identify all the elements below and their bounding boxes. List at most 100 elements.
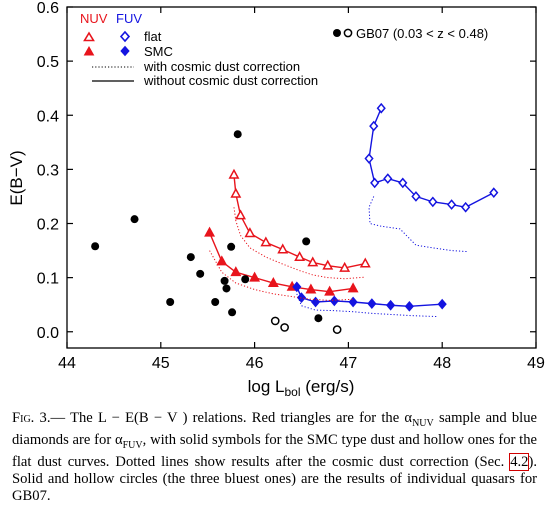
data-point-circle bbox=[166, 297, 175, 306]
legend-dotted-label: with cosmic dust correction bbox=[143, 59, 300, 74]
data-point-circle bbox=[302, 237, 311, 246]
data-point-triangle bbox=[347, 282, 359, 293]
x-tick-label: 48 bbox=[433, 355, 451, 372]
data-point-diamond bbox=[348, 296, 358, 308]
data-point-triangle bbox=[249, 271, 261, 282]
x-tick-label: 47 bbox=[340, 355, 358, 372]
data-point-circle bbox=[130, 215, 139, 224]
x-tick-label: 49 bbox=[527, 355, 545, 372]
series-line-dotted bbox=[368, 196, 469, 253]
series-fuv-flat-corrected bbox=[368, 196, 469, 253]
x-tick-label: 45 bbox=[152, 355, 170, 372]
series-fuv-smc bbox=[292, 281, 447, 312]
caption-lead: Fig. 3. bbox=[12, 410, 51, 426]
data-point-diamond bbox=[369, 120, 379, 132]
x-axis-label-main: log L bbox=[248, 377, 285, 396]
x-tick-label: 44 bbox=[58, 355, 76, 372]
caption-sub-nuv: NUV bbox=[412, 417, 434, 429]
data-point-circle bbox=[220, 276, 229, 285]
y-tick-label: 0.6 bbox=[37, 0, 59, 17]
caption-section-ref[interactable]: 4.2 bbox=[509, 452, 530, 471]
data-point-triangle bbox=[204, 226, 216, 237]
series-fuv-smc-corrected bbox=[296, 293, 438, 318]
y-tick-label: 0.1 bbox=[37, 271, 59, 288]
data-point-circle bbox=[332, 325, 342, 334]
series-gb07 bbox=[91, 130, 323, 323]
y-tick-label: 0.4 bbox=[37, 108, 59, 125]
data-point-circle bbox=[314, 314, 323, 323]
data-point-triangle bbox=[294, 251, 306, 262]
data-point-circle bbox=[270, 316, 280, 326]
legend-gb07-open-marker bbox=[343, 28, 353, 38]
data-point-diamond bbox=[386, 299, 396, 311]
y-tick-label: 0.0 bbox=[37, 325, 59, 342]
data-point-circle bbox=[211, 297, 220, 306]
legend-nuv-smc-marker bbox=[83, 45, 95, 56]
data-point-diamond bbox=[398, 177, 408, 189]
data-point-diamond bbox=[383, 173, 393, 184]
caption-part2: sample and blue diamonds are for α bbox=[12, 410, 538, 448]
data-point-diamond bbox=[411, 191, 421, 202]
series-line-dotted bbox=[296, 293, 438, 318]
data-point-diamond bbox=[364, 153, 374, 164]
legend-fuv-smc-marker bbox=[120, 45, 130, 57]
y-tick-label: 0.5 bbox=[37, 54, 59, 71]
legend-flat-label: flat bbox=[144, 29, 162, 44]
legend-fuv-header: FUV bbox=[116, 11, 142, 26]
chart: 44 45 46 47 48 49 0.0 0.1 0.2 0.3 0.4 0.5 0.6 NUV FU… bbox=[7, 0, 545, 399]
legend-nuv-flat-marker bbox=[83, 31, 95, 42]
data-point-circle bbox=[233, 130, 242, 139]
data-point-diamond bbox=[367, 298, 377, 309]
data-point-triangle bbox=[230, 187, 242, 198]
series-gb07-bluest bbox=[270, 316, 342, 334]
y-axis-label: E(B−V) bbox=[7, 150, 26, 205]
series-fuv-flat bbox=[364, 102, 499, 213]
y-tick-label: 0.3 bbox=[37, 162, 59, 179]
series-line-solid bbox=[208, 232, 354, 293]
data-point-triangle bbox=[216, 255, 228, 266]
data-point-triangle bbox=[339, 261, 351, 272]
data-point-diamond bbox=[376, 102, 386, 114]
series-line-solid bbox=[368, 107, 495, 209]
x-axis-label: log Lbol (erg/s) bbox=[248, 377, 355, 399]
figure-caption: Fig. 3.— The L − E(B − V ) relations. Re… bbox=[12, 410, 537, 505]
data-point-circle bbox=[91, 242, 100, 251]
caption-part1: — The L − E(B − V ) relations. Red trian… bbox=[50, 410, 413, 426]
data-point-diamond bbox=[329, 295, 339, 307]
caption-sub-fuv: FUV bbox=[122, 439, 143, 451]
data-point-triangle bbox=[260, 236, 272, 247]
series-nuv-smc-corrected bbox=[209, 250, 354, 301]
data-point-circle bbox=[196, 269, 205, 278]
data-point-diamond bbox=[404, 300, 414, 312]
data-point-triangle bbox=[267, 276, 279, 287]
plot-frame bbox=[66, 6, 537, 349]
legend: NUV FUV flat SMC with cosmic dust correc… bbox=[80, 11, 488, 88]
data-point-triangle bbox=[230, 266, 242, 277]
data-point-triangle bbox=[307, 256, 319, 267]
x-axis-label-sub: bol bbox=[285, 385, 301, 399]
series-nuv-flat bbox=[228, 168, 371, 272]
data-point-diamond bbox=[296, 292, 307, 304]
series-line-dotted bbox=[209, 250, 354, 301]
data-point-circle bbox=[227, 242, 236, 251]
x-tick-label: 46 bbox=[246, 355, 264, 372]
legend-gb07-filled-marker bbox=[333, 29, 341, 37]
data-point-diamond bbox=[461, 201, 471, 213]
data-point-triangle bbox=[324, 285, 336, 296]
data-point-triangle bbox=[244, 227, 256, 238]
caption-part3: , with solid symbols for the SMC type du… bbox=[12, 431, 537, 470]
data-point-diamond bbox=[310, 296, 321, 308]
legend-nuv-header: NUV bbox=[80, 11, 108, 26]
data-point-triangle bbox=[277, 243, 289, 254]
data-point-circle bbox=[222, 284, 231, 293]
data-point-diamond bbox=[292, 281, 302, 293]
data-point-diamond bbox=[428, 196, 438, 208]
data-point-triangle bbox=[228, 168, 240, 179]
axis-ticks: 44 45 46 47 48 49 0.0 0.1 0.2 0.3 0.4 0.5 0.6 bbox=[37, 0, 545, 372]
legend-smc-label: SMC bbox=[144, 44, 173, 59]
data-point-circle bbox=[186, 253, 195, 262]
data-point-circle bbox=[241, 275, 250, 284]
data-point-triangle bbox=[305, 283, 317, 294]
legend-fuv-flat-marker bbox=[119, 30, 131, 43]
caption-part4: ). Solid and hollow circles (the three b… bbox=[12, 453, 537, 504]
